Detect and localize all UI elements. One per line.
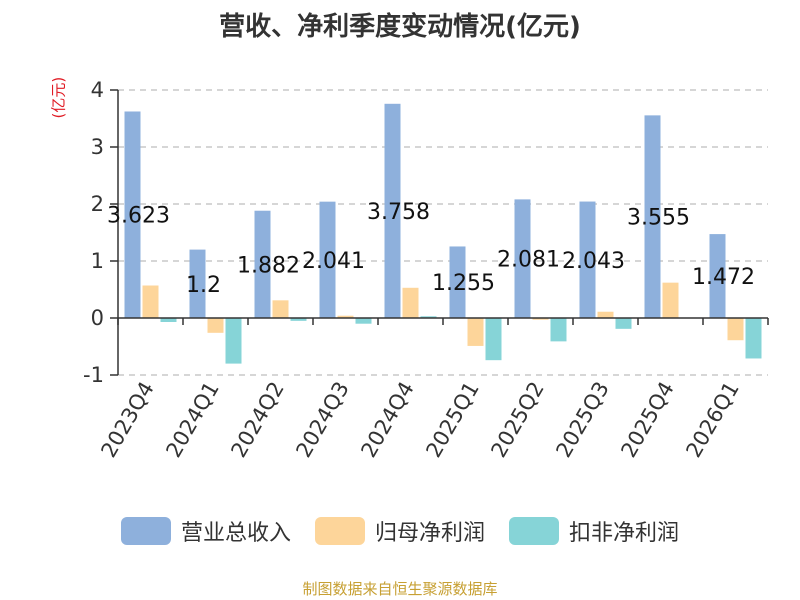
bar-revenue (579, 201, 596, 318)
bar-revenue (124, 111, 141, 318)
legend-label-deducted-profit: 扣非净利润 (569, 521, 680, 546)
bar-net_profit (272, 300, 289, 318)
bar-net_profit (532, 318, 549, 320)
bar-deducted_profit (745, 318, 762, 359)
data-label-revenue: 1.472 (692, 265, 755, 290)
y-tick-label: 3 (91, 135, 104, 159)
chart-title: 营收、净利季度变动情况(亿元) (219, 12, 581, 42)
data-label-revenue: 1.255 (432, 271, 495, 296)
x-tick-label: 2025Q4 (616, 378, 678, 462)
bar-net_profit (402, 287, 419, 318)
bar-deducted_profit (225, 318, 242, 364)
y-tick-label: 4 (91, 78, 104, 102)
bar-net_profit (207, 318, 224, 333)
data-label-revenue: 2.041 (302, 249, 365, 274)
bar-deducted_profit (290, 318, 307, 321)
bar-revenue (319, 201, 336, 318)
data-label-revenue: 1.882 (237, 253, 300, 278)
bar-revenue (644, 115, 661, 319)
bar-revenue (254, 210, 271, 318)
x-tick-label: 2025Q3 (551, 378, 613, 462)
y-tick-label: 2 (91, 192, 104, 216)
bar-net_profit (597, 311, 614, 318)
data-source-note: 制图数据来自恒生聚源数据库 (302, 580, 498, 598)
bar-net_profit (337, 315, 354, 318)
bar-deducted_profit (160, 318, 177, 322)
legend-swatch-net-profit (314, 517, 365, 545)
bar-deducted_profit (485, 318, 502, 361)
x-tick-label: 2025Q1 (421, 378, 483, 462)
x-tick-label: 2024Q2 (226, 378, 288, 462)
bar-revenue (709, 234, 726, 318)
x-tick-label: 2023Q4 (96, 378, 158, 462)
x-tick-label: 2024Q3 (291, 378, 353, 462)
data-label-revenue: 3.555 (627, 206, 690, 231)
x-tick-label: 2025Q2 (486, 378, 548, 462)
legend-item-net-profit[interactable]: 归母净利润 (314, 515, 485, 547)
data-label-revenue: 3.758 (367, 200, 430, 225)
bar-revenue (514, 199, 531, 318)
bar-net_profit (467, 318, 484, 346)
legend-label-net-profit: 归母净利润 (374, 521, 485, 546)
data-label-revenue: 2.081 (497, 248, 560, 273)
bar-deducted_profit (355, 318, 372, 324)
bar-deducted_profit (615, 318, 632, 329)
chart-legend: 营业总收入 归母净利润 扣非净利润 (0, 515, 800, 547)
y-tick-label: -1 (83, 363, 104, 387)
y-tick-label: 1 (91, 249, 104, 273)
legend-item-revenue[interactable]: 营业总收入 (120, 515, 291, 547)
x-tick-label: 2024Q1 (161, 378, 223, 462)
bar-net_profit (662, 282, 679, 318)
data-label-revenue: 3.623 (107, 204, 170, 229)
data-label-revenue: 2.043 (562, 249, 625, 274)
y-tick-label: 0 (91, 306, 104, 330)
data-label-revenue: 1.2 (186, 273, 221, 298)
legend-label-revenue: 营业总收入 (180, 521, 291, 546)
bar-net_profit (142, 285, 159, 318)
bar-revenue (189, 249, 206, 318)
bar-deducted_profit (420, 316, 437, 318)
legend-swatch-deducted-profit (509, 517, 559, 545)
bar-revenue (449, 246, 466, 318)
x-tick-label: 2026Q1 (681, 378, 743, 462)
legend-item-deducted-profit[interactable]: 扣非净利润 (509, 515, 679, 547)
x-tick-label: 2024Q4 (356, 378, 418, 462)
bar-net_profit (727, 318, 744, 341)
bar-deducted_profit (550, 318, 567, 342)
legend-swatch-revenue (120, 517, 171, 545)
bar-revenue (384, 103, 401, 318)
